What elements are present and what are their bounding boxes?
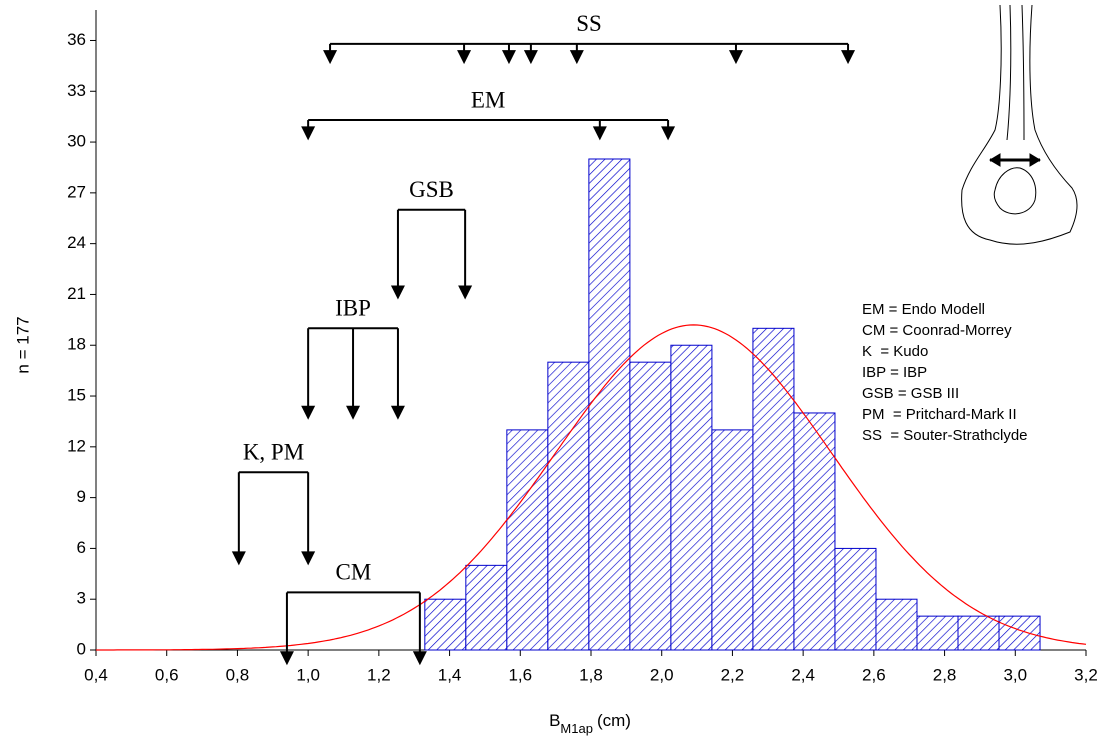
bar — [711, 429, 754, 651]
x-tick-label: 2,8 — [933, 665, 957, 684]
x-label-main: B — [549, 711, 560, 730]
bar — [916, 615, 959, 651]
arrow-head — [412, 651, 427, 666]
annotation-label: GSB — [409, 177, 454, 202]
x-tick-label: 1,8 — [579, 665, 603, 684]
arrow-head — [346, 405, 361, 420]
bar — [998, 615, 1041, 651]
arrow-head — [390, 405, 405, 420]
legend-entry: IBP = IBP — [862, 364, 927, 381]
arrow-head — [728, 50, 743, 65]
y-tick-label: 24 — [67, 233, 86, 252]
bar — [793, 412, 836, 651]
x-tick-label: 2,6 — [862, 665, 886, 684]
x-tick-label: 0,8 — [226, 665, 250, 684]
legend-entry: PM = Pritchard-Mark II — [862, 406, 1017, 423]
bar — [465, 564, 508, 651]
arrow-head — [390, 285, 405, 300]
x-tick-label: 3,2 — [1074, 665, 1098, 684]
arrow-head — [458, 285, 473, 300]
arrow-head — [323, 50, 338, 65]
normal-curve — [96, 324, 1087, 651]
arrow-head — [501, 50, 516, 65]
annotation-label: CM — [336, 560, 372, 585]
y-tick-label: 30 — [67, 132, 86, 151]
arrow-head — [457, 50, 472, 65]
legend-entry: SS = Souter-Strathclyde — [862, 427, 1028, 444]
y-tick-label: 36 — [67, 30, 86, 49]
annotation-label: K, PM — [243, 440, 304, 465]
bar — [670, 344, 713, 651]
arrow-head — [301, 405, 316, 420]
arrow-head — [231, 551, 246, 566]
legend-entry: EM = Endo Modell — [862, 301, 985, 318]
y-tick-label: 0 — [77, 639, 86, 658]
y-tick-label: 18 — [67, 335, 86, 354]
bar — [834, 547, 877, 651]
x-tick-label: 2,2 — [721, 665, 745, 684]
bar — [875, 598, 918, 651]
y-axis-label: n = 177 — [13, 316, 32, 373]
y-tick-label: 15 — [67, 386, 86, 405]
x-tick-label: 1,6 — [508, 665, 532, 684]
arrow-head — [301, 551, 316, 566]
legend-entry: CM = Coonrad-Morrey — [862, 322, 1012, 339]
arrow-head — [301, 126, 316, 141]
x-tick-label: 1,0 — [296, 665, 320, 684]
y-tick-label: 27 — [67, 182, 86, 201]
annotation-label: IBP — [335, 296, 371, 321]
x-tick-label: 1,4 — [438, 665, 462, 684]
bar — [752, 327, 795, 651]
bar — [588, 158, 631, 651]
y-tick-label: 33 — [67, 81, 86, 100]
arrow-head — [592, 126, 607, 141]
x-tick-label: 0,4 — [84, 665, 108, 684]
x-tick-label: 2,0 — [650, 665, 674, 684]
bar — [547, 361, 590, 651]
y-tick-label: 3 — [77, 589, 86, 608]
x-label-unit: (cm) — [597, 711, 631, 730]
bar — [506, 429, 549, 651]
x-axis-label: BM1ap (cm) — [549, 711, 631, 735]
arrow-head — [841, 50, 856, 65]
x-tick-label: 0,6 — [155, 665, 179, 684]
legend-entry: GSB = GSB III — [862, 385, 959, 402]
y-tick-label: 21 — [67, 284, 86, 303]
x-tick-label: 2,4 — [791, 665, 815, 684]
legend-entry: K = Kudo — [862, 343, 928, 360]
annotation-label: EM — [471, 87, 506, 112]
annotation-label: SS — [576, 11, 602, 36]
x-tick-label: 3,0 — [1003, 665, 1027, 684]
arrow-head — [523, 50, 538, 65]
bar — [957, 615, 1000, 651]
y-tick-label: 12 — [67, 436, 86, 455]
bar — [424, 598, 467, 651]
bar — [629, 361, 672, 651]
elbow-illustration — [961, 4, 1078, 245]
arrow-head — [661, 126, 676, 141]
arrow-head — [279, 651, 294, 666]
y-tick-label: 9 — [77, 487, 86, 506]
arrow-head — [569, 50, 584, 65]
x-label-sub: M1ap — [560, 721, 593, 736]
y-tick-label: 6 — [77, 538, 86, 557]
x-tick-label: 1,2 — [367, 665, 391, 684]
